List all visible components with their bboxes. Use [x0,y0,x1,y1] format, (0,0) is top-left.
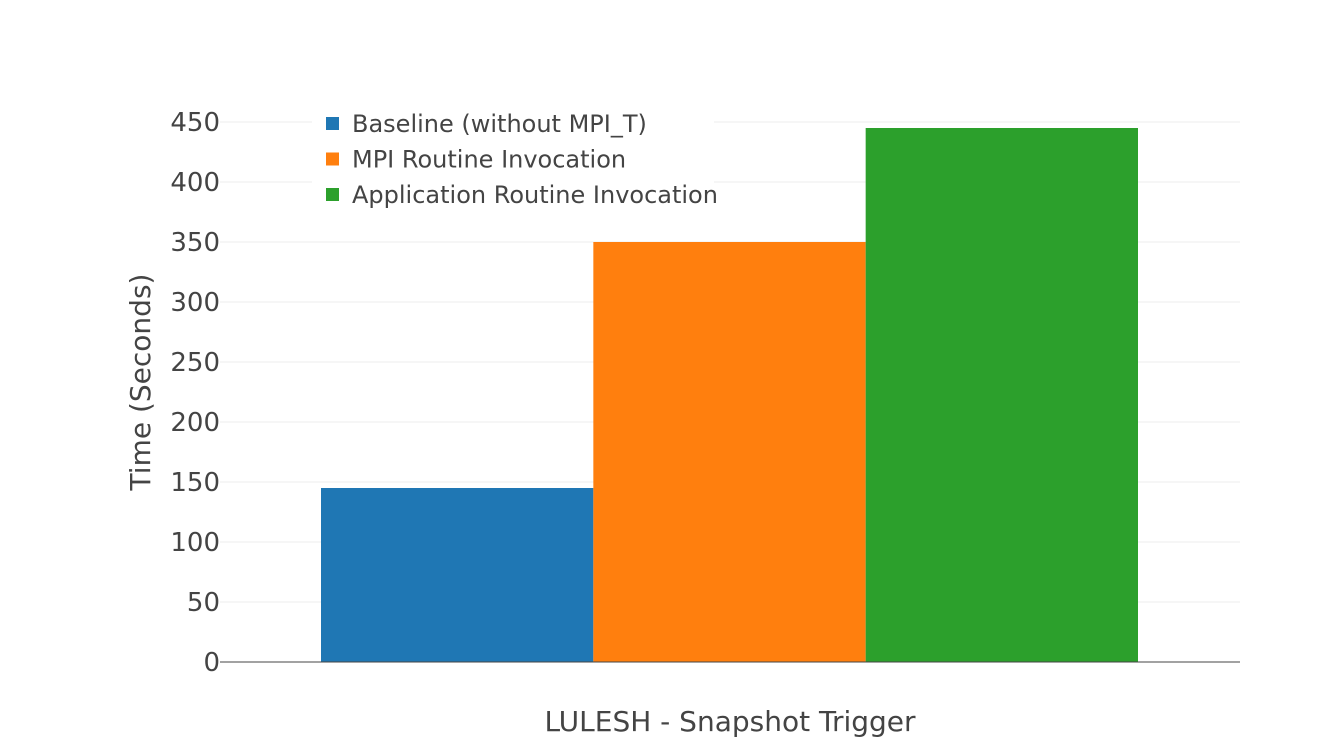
y-tick-label-5: 250 [170,348,220,378]
legend-background [312,104,714,214]
y-tick-label-3: 150 [170,468,220,498]
legend-item-1[interactable]: Baseline (without MPI_T) [326,110,647,138]
legend-swatch-3 [326,188,339,201]
legend-label-2: MPI Routine Invocation [352,146,626,174]
y-tick-label-8: 400 [170,168,220,198]
legend-label-1: Baseline (without MPI_T) [352,110,647,138]
y-tick-label-2: 100 [170,528,220,558]
y-tick-label-9: 450 [170,108,220,138]
legend-swatch-2 [326,152,339,166]
y-tick-labels: 0 50 100 150 200 250 300 350 400 450 [170,108,220,678]
y-tick-label-1: 50 [187,588,220,618]
legend-item-3[interactable]: Application Routine Invocation [326,181,718,209]
legend-swatch-1 [326,117,339,130]
bar-2[interactable] [593,242,866,662]
bars [321,128,1138,662]
y-tick-label-0: 0 [203,648,220,678]
legend-label-3: Application Routine Invocation [352,181,718,209]
legend-item-2[interactable]: MPI Routine Invocation [326,146,626,174]
bar-3[interactable] [865,128,1138,662]
legend[interactable]: Baseline (without MPI_T) MPI Routine Invo… [312,104,718,214]
y-tick-label-7: 350 [170,228,220,258]
y-tick-label-6: 300 [170,288,220,318]
bar-1[interactable] [321,488,594,662]
y-tick-label-4: 200 [170,408,220,438]
x-axis-title: LULESH - Snapshot Trigger [544,705,916,738]
y-axis-title: Time (Seconds) [124,274,157,492]
